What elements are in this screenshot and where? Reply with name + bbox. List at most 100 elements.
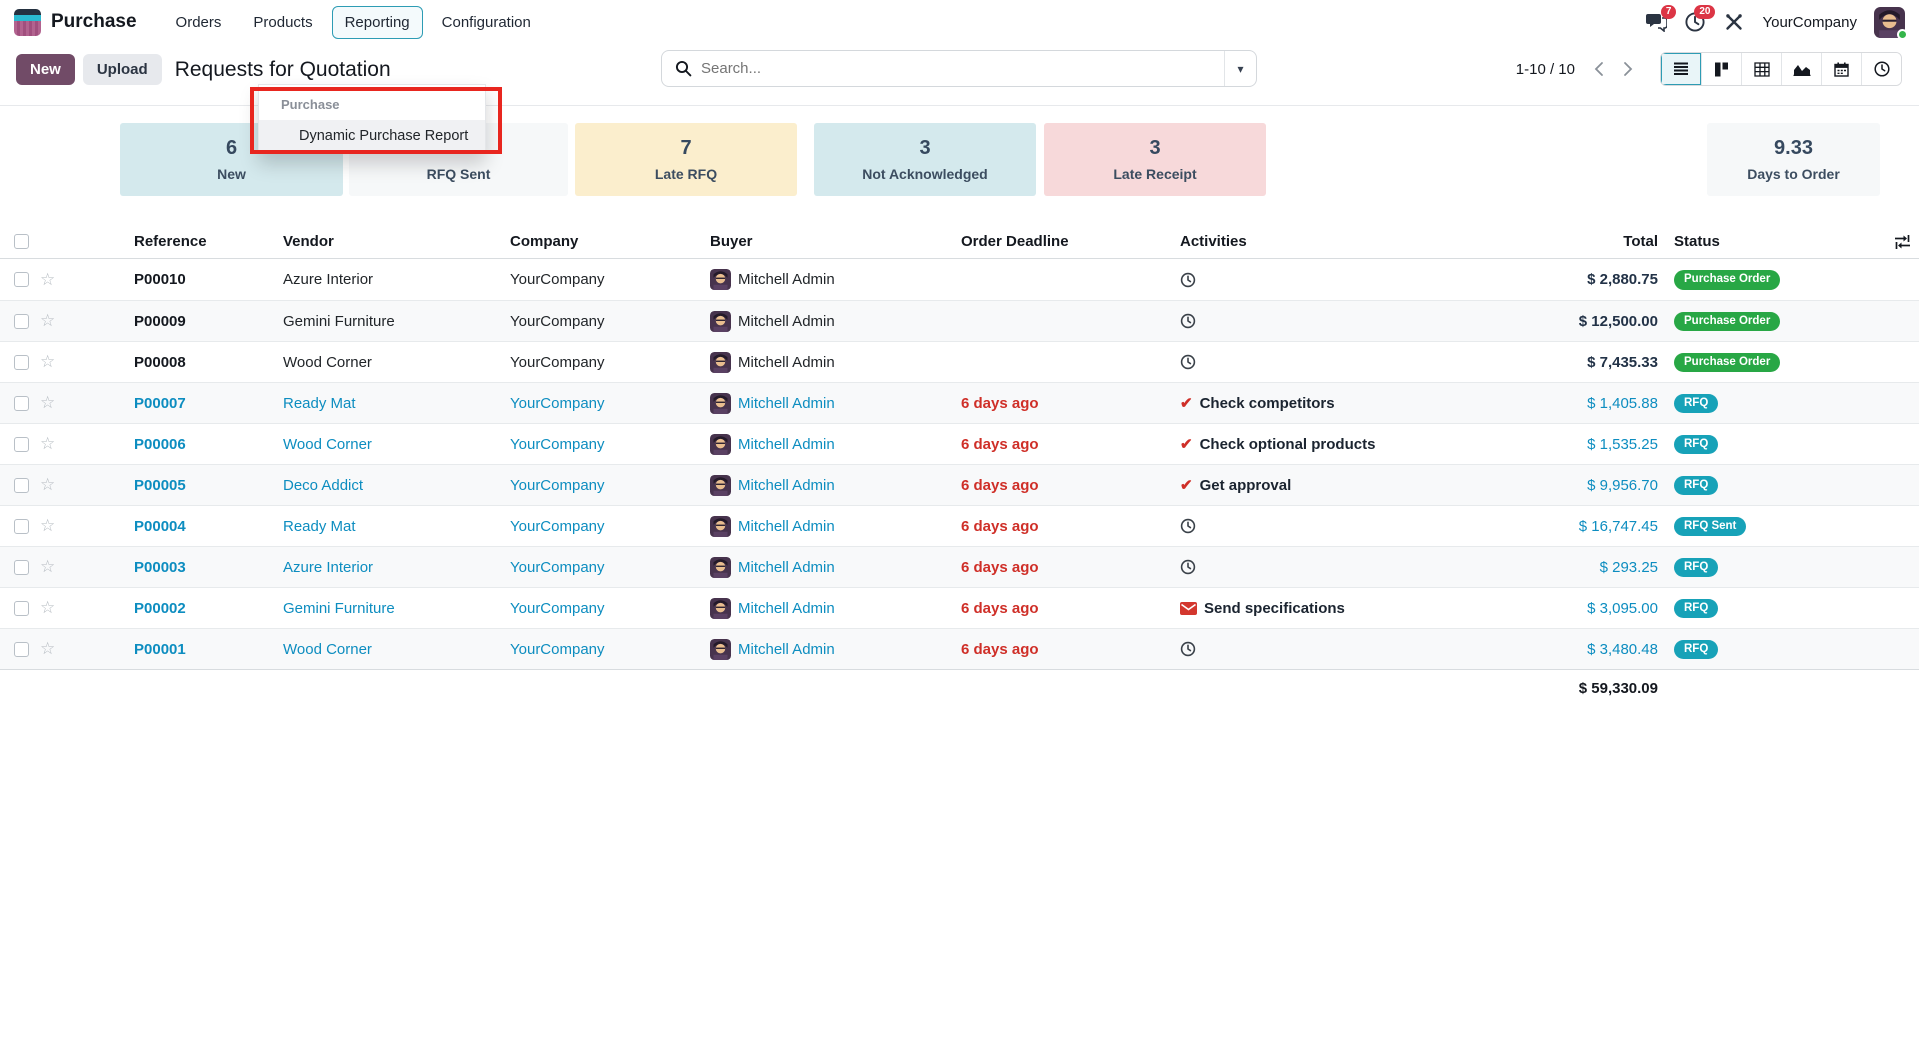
header-status[interactable]: Status	[1674, 233, 1720, 250]
vendor-cell[interactable]: Wood Corner	[283, 353, 372, 371]
row-checkbox[interactable]	[14, 313, 29, 329]
table-row[interactable]: ☆ P00003 Azure Interior YourCompany Mitc…	[0, 546, 1919, 587]
reference-cell[interactable]: P00004	[134, 517, 186, 535]
reference-cell[interactable]: P00008	[134, 353, 186, 371]
favorite-star-icon[interactable]: ☆	[40, 557, 56, 576]
header-vendor[interactable]: Vendor	[283, 233, 334, 250]
vendor-cell[interactable]: Gemini Furniture	[283, 599, 395, 617]
vendor-cell[interactable]: Deco Addict	[283, 476, 364, 494]
activity-clock-icon[interactable]	[1180, 313, 1196, 329]
row-checkbox[interactable]	[14, 354, 29, 370]
header-total[interactable]: Total	[1623, 233, 1658, 250]
header-order-deadline[interactable]: Order Deadline	[961, 233, 1069, 250]
buyer-cell[interactable]: Mitchell Admin	[738, 435, 835, 453]
vendor-cell[interactable]: Ready Mat	[283, 517, 356, 535]
messages-button[interactable]: 7	[1645, 5, 1677, 33]
menu-configuration[interactable]: Configuration	[441, 13, 531, 31]
reference-cell[interactable]: P00007	[134, 394, 186, 412]
activity-done-check-icon[interactable]: ✔	[1180, 394, 1193, 412]
row-checkbox[interactable]	[14, 395, 29, 411]
table-row[interactable]: ☆ P00004 Ready Mat YourCompany Mitchell …	[0, 505, 1919, 546]
search-input[interactable]	[701, 60, 1224, 77]
favorite-star-icon[interactable]: ☆	[40, 393, 56, 412]
favorite-star-icon[interactable]: ☆	[40, 269, 56, 289]
vendor-cell[interactable]: Azure Interior	[283, 271, 374, 288]
table-row[interactable]: ☆ P00010 Azure Interior YourCompany Mitc…	[0, 259, 1919, 300]
row-checkbox[interactable]	[14, 641, 29, 657]
table-row[interactable]: ☆ P00007 Ready Mat YourCompany Mitchell …	[0, 382, 1919, 423]
header-company[interactable]: Company	[510, 233, 579, 250]
table-row[interactable]: ☆ P00005 Deco Addict YourCompany Mitchel…	[0, 464, 1919, 505]
reference-cell[interactable]: P00010	[134, 271, 186, 288]
company-cell[interactable]: YourCompany	[510, 271, 605, 288]
vendor-cell[interactable]: Ready Mat	[283, 394, 356, 412]
company-switcher[interactable]: YourCompany	[1762, 13, 1857, 31]
buyer-cell[interactable]: Mitchell Admin	[738, 394, 835, 412]
activity-label[interactable]: Check optional products	[1199, 435, 1376, 453]
kanban-view-button[interactable]	[1701, 53, 1741, 85]
menu-reporting[interactable]: Reporting	[331, 5, 423, 39]
row-checkbox[interactable]	[14, 436, 29, 452]
activity-label[interactable]: Get approval	[1199, 476, 1292, 494]
company-cell[interactable]: YourCompany	[510, 476, 605, 494]
header-buyer[interactable]: Buyer	[710, 233, 753, 250]
favorite-star-icon[interactable]: ☆	[40, 475, 56, 494]
buyer-cell[interactable]: Mitchell Admin	[738, 271, 835, 288]
row-checkbox[interactable]	[14, 559, 29, 575]
activity-label[interactable]: Send specifications	[1204, 599, 1345, 617]
card-late-receipt[interactable]: 3 Late Receipt	[1044, 123, 1266, 196]
favorite-star-icon[interactable]: ☆	[40, 598, 56, 617]
row-checkbox[interactable]	[14, 518, 29, 534]
optional-columns-toggle[interactable]	[1894, 234, 1911, 250]
table-row[interactable]: ☆ P00006 Wood Corner YourCompany Mitchel…	[0, 423, 1919, 464]
company-cell[interactable]: YourCompany	[510, 353, 605, 371]
row-checkbox[interactable]	[14, 477, 29, 493]
company-cell[interactable]: YourCompany	[510, 312, 605, 330]
menu-item-dynamic-purchase-report[interactable]: Dynamic Purchase Report	[259, 120, 485, 153]
table-row[interactable]: ☆ P00002 Gemini Furniture YourCompany Mi…	[0, 587, 1919, 628]
header-activities[interactable]: Activities	[1180, 233, 1247, 250]
company-cell[interactable]: YourCompany	[510, 558, 605, 576]
user-menu-button[interactable]	[1874, 6, 1908, 40]
favorite-star-icon[interactable]: ☆	[40, 311, 56, 330]
card-not-acknowledged[interactable]: 3 Not Acknowledged	[814, 123, 1036, 196]
pager-next-button[interactable]	[1613, 54, 1643, 84]
activity-done-check-icon[interactable]: ✔	[1180, 435, 1193, 453]
select-all-checkbox[interactable]	[14, 234, 29, 249]
vendor-cell[interactable]: Gemini Furniture	[283, 312, 395, 330]
activity-clock-icon[interactable]	[1180, 272, 1196, 288]
menu-products[interactable]: Products	[253, 13, 313, 31]
upload-button[interactable]: Upload	[82, 54, 162, 85]
app-name[interactable]: Purchase	[51, 11, 137, 32]
search-options-toggle[interactable]: ▾	[1224, 51, 1256, 86]
card-late-rfq[interactable]: 7 Late RFQ	[575, 123, 797, 196]
buyer-cell[interactable]: Mitchell Admin	[738, 558, 835, 576]
activities-button[interactable]: 20	[1684, 5, 1716, 33]
buyer-cell[interactable]: Mitchell Admin	[738, 353, 835, 371]
vendor-cell[interactable]: Wood Corner	[283, 435, 372, 453]
favorite-star-icon[interactable]: ☆	[40, 516, 56, 535]
header-reference[interactable]: Reference	[134, 233, 207, 250]
new-button[interactable]: New	[16, 54, 75, 85]
activity-clock-icon[interactable]	[1180, 641, 1196, 657]
activity-clock-icon[interactable]	[1180, 518, 1196, 534]
buyer-cell[interactable]: Mitchell Admin	[738, 517, 835, 535]
activity-clock-icon[interactable]	[1180, 559, 1196, 575]
activity-view-button[interactable]	[1861, 53, 1901, 85]
table-row[interactable]: ☆ P00008 Wood Corner YourCompany Mitchel…	[0, 341, 1919, 382]
table-row[interactable]: ☆ P00001 Wood Corner YourCompany Mitchel…	[0, 628, 1919, 669]
reference-cell[interactable]: P00002	[134, 599, 186, 617]
row-checkbox[interactable]	[14, 272, 29, 287]
purchase-app-icon[interactable]	[14, 8, 41, 36]
favorite-star-icon[interactable]: ☆	[40, 352, 56, 371]
developer-tools-button[interactable]	[1723, 11, 1745, 33]
activity-email-icon[interactable]	[1180, 601, 1197, 615]
list-view-button[interactable]	[1661, 53, 1701, 85]
buyer-cell[interactable]: Mitchell Admin	[738, 599, 835, 617]
reference-cell[interactable]: P00005	[134, 476, 186, 494]
reference-cell[interactable]: P00009	[134, 312, 186, 330]
reference-cell[interactable]: P00006	[134, 435, 186, 453]
activity-clock-icon[interactable]	[1180, 354, 1196, 370]
reference-cell[interactable]: P00003	[134, 558, 186, 576]
reference-cell[interactable]: P00001	[134, 640, 186, 658]
